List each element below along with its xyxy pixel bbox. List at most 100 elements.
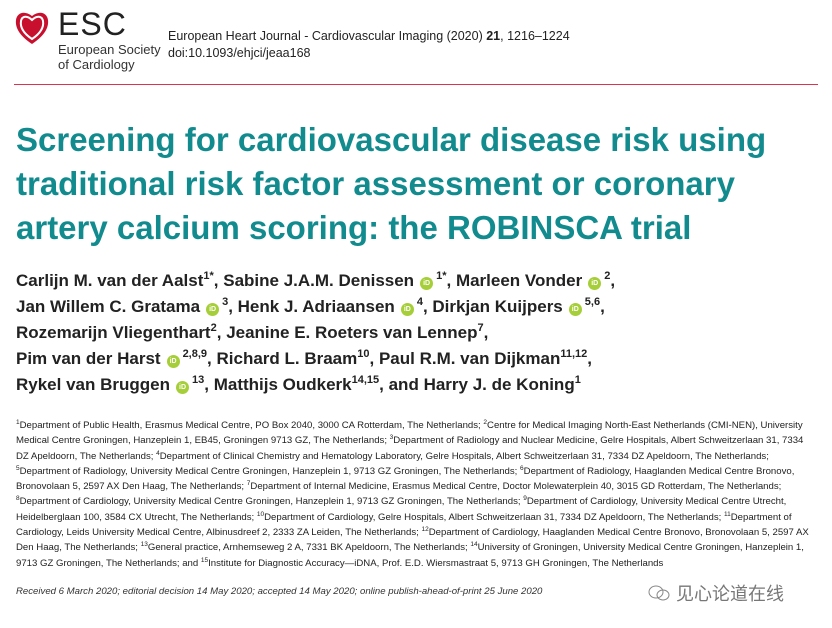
separator: , and	[379, 375, 424, 394]
article-title: Screening for cardiovascular disease ris…	[16, 121, 767, 246]
affiliation-ref: 1	[574, 374, 581, 386]
affiliation: 8Department of Cardiology, University Me…	[16, 495, 524, 508]
logo-text: ESC	[58, 6, 127, 42]
doi[interactable]: doi:10.1093/ehjci/jeaa168	[168, 46, 311, 60]
author-line: Rykel van Bruggen iD13, Matthijs Oudkerk1…	[16, 372, 826, 398]
affiliation-number: 14	[470, 541, 478, 549]
society-line: of Cardiology	[58, 57, 135, 72]
author-name[interactable]: Dirkjan Kuijpers	[432, 297, 563, 316]
affiliation-number: 3	[389, 434, 394, 442]
affiliation: 5Department of Radiology, University Med…	[16, 465, 521, 477]
affiliation: 9Department of Cardiology, University Me…	[16, 495, 787, 523]
watermark-text: 见心论道在线	[676, 584, 784, 604]
separator: ,	[369, 349, 379, 368]
orcid-icon[interactable]: iD	[588, 277, 602, 290]
affiliation-ref: 1*	[436, 270, 447, 282]
author-name[interactable]: Sabine J.A.M. Denissen	[223, 271, 415, 290]
affiliation: 13General practice, Arnhemseweg 2 A, 733…	[140, 541, 471, 554]
author-line: Rozemarijn Vliegenthart2, Jeanine E. Roe…	[16, 320, 826, 346]
affiliation-number: 15	[200, 556, 209, 564]
affiliation-ref: 4	[416, 296, 423, 308]
author-name[interactable]: Harry J. de Koning	[423, 375, 575, 394]
affiliation-ref: 11,12	[560, 348, 588, 360]
affiliation-ref: 3	[222, 296, 229, 308]
affiliation-text: Department of Internal Medicine, Erasmus…	[250, 481, 782, 493]
received-dates: Received 6 March 2020; editorial decisio…	[16, 586, 543, 597]
affiliation-number: 1	[16, 419, 20, 426]
affiliation-ref: 1*	[203, 270, 214, 282]
esc-logo: ESC European Society of Cardiology	[14, 6, 164, 72]
journal-citation: European Heart Journal - Cardiovascular …	[168, 28, 570, 62]
affiliation-text: Department of Radiology, Haaglanden Medi…	[16, 465, 795, 493]
journal-name: European Heart Journal - Cardiovascular …	[168, 29, 487, 43]
author-name[interactable]: Jan Willem C. Gratama	[16, 297, 201, 316]
separator: ,	[587, 349, 592, 368]
separator: ,	[213, 271, 224, 290]
orcid-icon[interactable]: iD	[166, 355, 180, 368]
affiliation-ref: 2	[604, 270, 611, 282]
affiliation-number: 8	[16, 495, 20, 503]
orcid-icon[interactable]: iD	[568, 303, 582, 316]
affiliation: 14University of Groningen, University Me…	[16, 541, 804, 569]
pages: , 1216–1224	[500, 29, 570, 43]
affiliation-text: Institute for Diagnostic Accuracy—iDNA, …	[208, 557, 664, 569]
affiliation-number: 2	[483, 419, 488, 426]
orcid-icon[interactable]: iD	[176, 381, 189, 394]
separator: ,	[600, 297, 605, 316]
affiliation-ref: 13	[192, 374, 205, 386]
affiliation: 15Institute for Diagnostic Accuracy—iDNA…	[200, 556, 664, 569]
affiliation-ref: 2,8,9	[182, 348, 208, 360]
author-name[interactable]: Rozemarijn Vliegenthart	[16, 323, 211, 342]
author-name[interactable]: Paul R.M. van Dijkman	[378, 349, 561, 368]
affiliation-ref: 14,15	[351, 374, 380, 386]
separator: ,	[446, 271, 456, 290]
separator: ,	[228, 297, 238, 316]
author-name[interactable]: Richard L. Braam	[216, 349, 358, 368]
header-divider	[14, 84, 818, 85]
affiliation-number: 11	[723, 510, 731, 518]
affiliation-number: 13	[140, 541, 148, 549]
affiliation-ref: 7	[477, 322, 484, 334]
affiliation-number: 10	[256, 510, 265, 518]
affiliation-ref: 2	[210, 322, 217, 334]
affiliation-number: 6	[520, 464, 524, 472]
affiliation-number: 7	[246, 480, 251, 488]
author-line: Pim van der Harst iD2,8,9, Richard L. Bra…	[16, 346, 826, 372]
affiliation: 2Centre for Medical Imaging North-East N…	[16, 419, 803, 447]
watermark: 见心论道在线	[648, 580, 784, 606]
society-name: European Society of Cardiology	[58, 42, 161, 72]
author-name[interactable]: Jeanine E. Roeters van Lennep	[226, 323, 478, 342]
affiliation-text: Department of Cardiology, University Med…	[19, 496, 524, 508]
affiliation: 12Department of Cardiology, Haaglanden M…	[16, 526, 809, 554]
affiliation-number: 9	[523, 495, 527, 503]
author-line: Jan Willem C. Gratama iD3, Henk J. Adriaa…	[16, 294, 826, 320]
affiliation-text: Centre for Medical Imaging North-East Ne…	[16, 420, 803, 447]
orcid-icon[interactable]: iD	[420, 277, 434, 290]
author-name[interactable]: Rykel van Bruggen	[16, 375, 170, 394]
affiliation-number: 4	[156, 449, 160, 457]
author-line: Carlijn M. van der Aalst1*, Sabine J.A.M…	[16, 268, 826, 294]
affiliation: 4Department of Clinical Chemistry and He…	[156, 449, 769, 462]
affiliation-text: Department of Public Health, Erasmus Med…	[19, 420, 484, 431]
separator: ,	[216, 323, 227, 342]
affiliation-text: Department of Cardiology, Leids Universi…	[16, 511, 792, 539]
affiliation-text: Department of Cardiology, University Med…	[16, 496, 787, 523]
orcid-icon[interactable]: iD	[400, 303, 414, 316]
separator: ,	[422, 297, 433, 316]
author-name[interactable]: Marleen Vonder	[455, 271, 583, 290]
affiliation-text: Department of Radiology, University Medi…	[19, 465, 521, 477]
author-name[interactable]: Matthijs Oudkerk	[213, 375, 352, 394]
affiliation-text: Department of Cardiology, Haaglanden Med…	[16, 527, 809, 554]
affiliation-ref: 5,6	[584, 296, 601, 308]
journal-line: European Heart Journal - Cardiovascular …	[168, 28, 570, 45]
affiliations: 1Department of Public Health, Erasmus Me…	[16, 418, 816, 571]
affiliation-text: University of Groningen, University Medi…	[16, 542, 804, 569]
author-name[interactable]: Pim van der Harst	[16, 349, 161, 368]
affiliation: 10Department of Cardiology, Gelre Hospit…	[256, 510, 724, 523]
author-name[interactable]: Carlijn M. van der Aalst	[16, 271, 204, 290]
author-name[interactable]: Henk J. Adriaansen	[237, 297, 395, 316]
orcid-icon[interactable]: iD	[206, 303, 220, 316]
separator: ,	[610, 271, 616, 290]
author-list: Carlijn M. van der Aalst1*, Sabine J.A.M…	[16, 268, 826, 398]
affiliation: 6Department of Radiology, Haaglanden Med…	[16, 464, 795, 493]
